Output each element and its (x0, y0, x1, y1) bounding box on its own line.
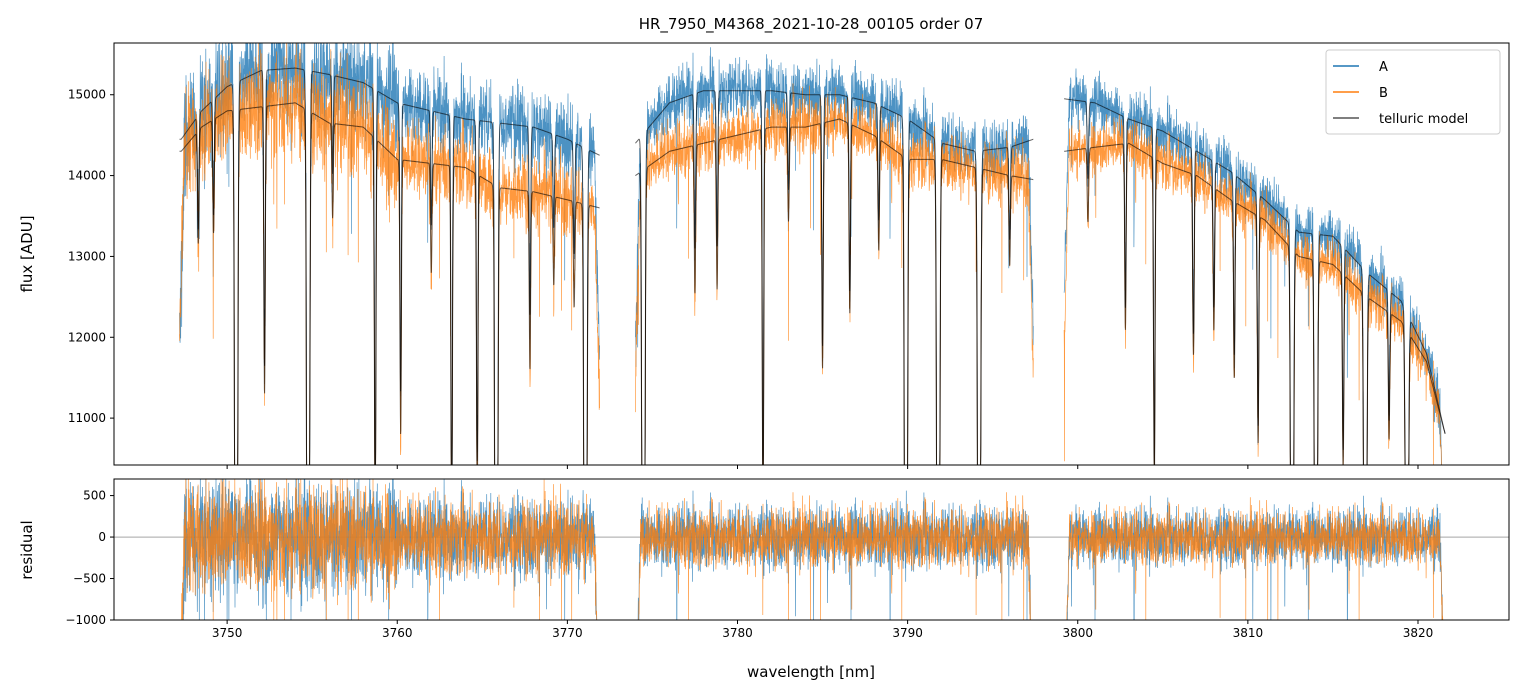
telluric-model-line-a (635, 90, 1034, 465)
residual-y-tick-label: 0 (98, 530, 106, 544)
x-tick-label: 3780 (722, 626, 753, 640)
legend-label-telluric: telluric model (1379, 112, 1468, 127)
x-tick-label: 3810 (1233, 626, 1264, 640)
legend-label-b: B (1379, 86, 1388, 101)
telluric-model-line-b (179, 102, 600, 465)
telluric-model-line-b (1064, 142, 1446, 465)
telluric-model-line-a (1064, 98, 1446, 465)
flux-plot-area (179, 43, 1446, 465)
flux-y-tick-label: 11000 (68, 411, 106, 425)
x-axis-label: wavelength [nm] (747, 663, 875, 681)
flux-y-tick-label: 14000 (68, 169, 106, 183)
flux-y-tick-label: 13000 (68, 249, 106, 263)
residual-y-tick-label: −1000 (65, 613, 106, 627)
series-b-flux-line (635, 83, 1034, 465)
x-tick-label: 3760 (382, 626, 413, 640)
residual-y-tick-label: 500 (83, 489, 106, 503)
x-tick-label: 3750 (212, 626, 243, 640)
residual-y-tick-label: −500 (73, 572, 106, 586)
chart-title: HR_7950_M4368_2021-10-28_00105 order 07 (639, 15, 984, 34)
y-axis-label-residual: residual (18, 520, 36, 579)
residual-plot-area (114, 479, 1509, 620)
x-tick-label: 3820 (1403, 626, 1434, 640)
series-b-residual-line (179, 479, 600, 620)
series-b-flux-line (1063, 114, 1446, 465)
x-tick-label: 3800 (1062, 626, 1093, 640)
series-b-residual-line (1064, 497, 1446, 620)
flux-y-tick-label: 12000 (68, 330, 106, 344)
legend-label-a: A (1379, 60, 1388, 75)
legend: A B telluric model (1325, 49, 1501, 135)
series-a-residual-line (635, 490, 1034, 620)
series-b-residual-line (635, 492, 1034, 620)
x-tick-label: 3790 (892, 626, 923, 640)
x-tick-label: 3770 (552, 626, 583, 640)
telluric-model-line-b (635, 118, 1034, 465)
y-axis-label-flux: flux [ADU] (18, 215, 36, 292)
flux-y-tick-label: 15000 (68, 88, 106, 102)
residual-axes-frame (113, 478, 1510, 621)
flux-axes-frame (113, 42, 1510, 466)
